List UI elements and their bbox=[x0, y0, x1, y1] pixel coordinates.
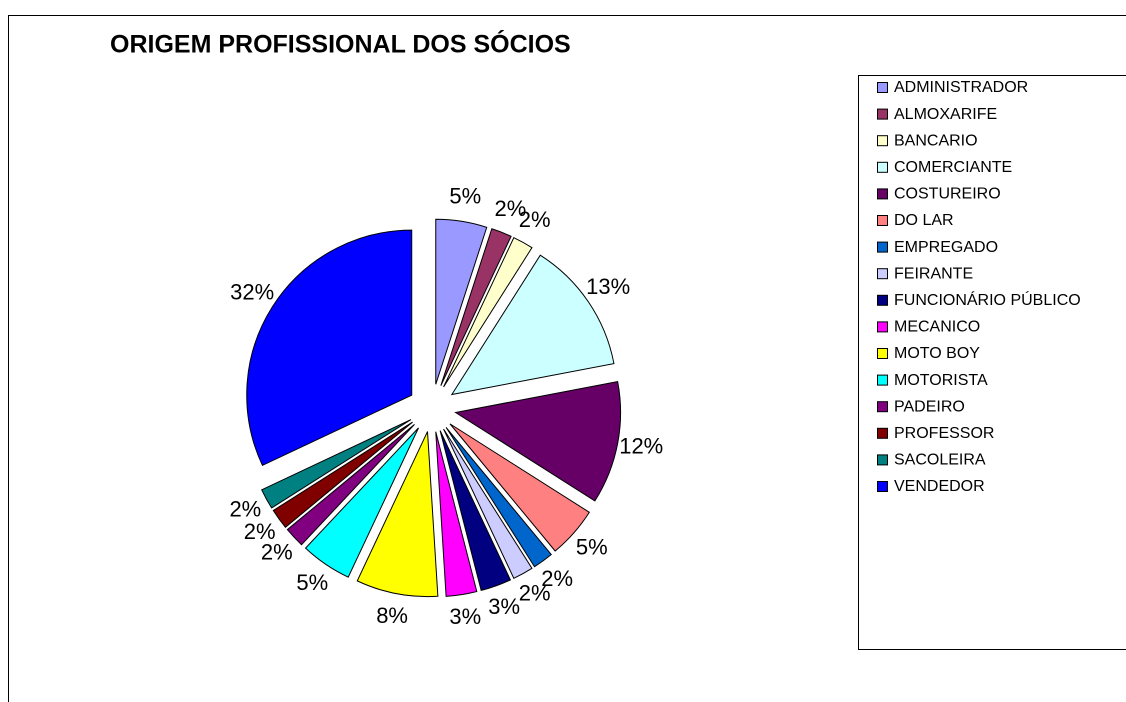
legend-swatch bbox=[877, 374, 888, 386]
data-label: 2% bbox=[519, 580, 551, 605]
legend-label: ALMOXARIFE bbox=[894, 106, 997, 123]
pie-slice bbox=[439, 430, 512, 592]
legend-box bbox=[858, 75, 1126, 650]
data-label: 12% bbox=[619, 434, 663, 459]
data-label: 13% bbox=[586, 274, 630, 299]
legend-label: VENDEDOR bbox=[894, 478, 985, 495]
legend-swatch bbox=[877, 215, 888, 226]
legend-swatch bbox=[877, 294, 888, 306]
legend-swatch bbox=[877, 82, 888, 93]
legend-swatch bbox=[877, 135, 888, 147]
data-label: 2% bbox=[519, 207, 551, 232]
data-label: 2% bbox=[261, 540, 293, 565]
legend-swatch bbox=[877, 348, 888, 359]
data-label: 3% bbox=[449, 604, 481, 629]
data-label: 32% bbox=[230, 280, 274, 305]
legend-swatch bbox=[877, 401, 888, 413]
pie-slice bbox=[445, 427, 552, 568]
data-label: 2% bbox=[229, 496, 261, 521]
legend-label: ADMINISTRADOR bbox=[894, 79, 1028, 96]
pie-slice bbox=[261, 419, 412, 509]
legend-swatch bbox=[877, 188, 888, 200]
legend-label: MOTORISTA bbox=[894, 372, 988, 389]
legend-label: DO LAR bbox=[894, 212, 954, 229]
pie-slice bbox=[450, 254, 615, 396]
legend-label: PROFESSOR bbox=[894, 425, 994, 442]
legend-swatch bbox=[877, 454, 888, 466]
pie-slice bbox=[246, 229, 413, 467]
pie-slice bbox=[286, 424, 415, 546]
data-label: 5% bbox=[296, 570, 328, 595]
pie-slice bbox=[304, 427, 419, 578]
pie-slice bbox=[443, 237, 533, 388]
legend-swatch bbox=[877, 161, 888, 173]
pie-slice bbox=[449, 423, 591, 552]
pie-slice bbox=[356, 431, 439, 598]
data-label: 5% bbox=[449, 183, 481, 208]
data-label: 3% bbox=[488, 594, 520, 619]
chart-title: ORIGEM PROFISSIONAL DOS SÓCIOS bbox=[110, 29, 571, 59]
data-label: 2% bbox=[495, 196, 527, 221]
legend-label: MECANICO bbox=[894, 319, 980, 336]
legend-label: COMERCIANTE bbox=[894, 159, 1012, 176]
legend-swatch bbox=[877, 268, 888, 280]
legend-label: SACOLEIRA bbox=[894, 452, 986, 469]
pie-slice bbox=[435, 431, 478, 597]
data-label: 2% bbox=[541, 566, 573, 591]
pie-slice bbox=[454, 380, 622, 502]
pie-slice bbox=[272, 421, 413, 528]
legend-swatch bbox=[877, 321, 888, 333]
data-label: 8% bbox=[376, 603, 408, 628]
data-label: 2% bbox=[244, 519, 276, 544]
legend-label: EMPREGADO bbox=[894, 239, 998, 256]
legend-swatch bbox=[877, 427, 888, 439]
legend-label: BANCARIO bbox=[894, 132, 978, 149]
legend-label: MOTO BOY bbox=[894, 345, 980, 362]
legend-swatch bbox=[877, 481, 888, 492]
legend-label: FUNCIONÁRIO PÚBLICO bbox=[894, 290, 1081, 309]
legend-swatch bbox=[877, 241, 888, 253]
data-label: 5% bbox=[576, 535, 608, 560]
pie-slice bbox=[435, 218, 488, 385]
pie-slice bbox=[440, 228, 512, 386]
legend-label: PADEIRO bbox=[894, 398, 965, 415]
legend-label: FEIRANTE bbox=[894, 265, 973, 282]
legend-label: COSTUREIRO bbox=[894, 186, 1001, 203]
pie-slice bbox=[443, 428, 533, 579]
legend-swatch bbox=[877, 108, 888, 120]
